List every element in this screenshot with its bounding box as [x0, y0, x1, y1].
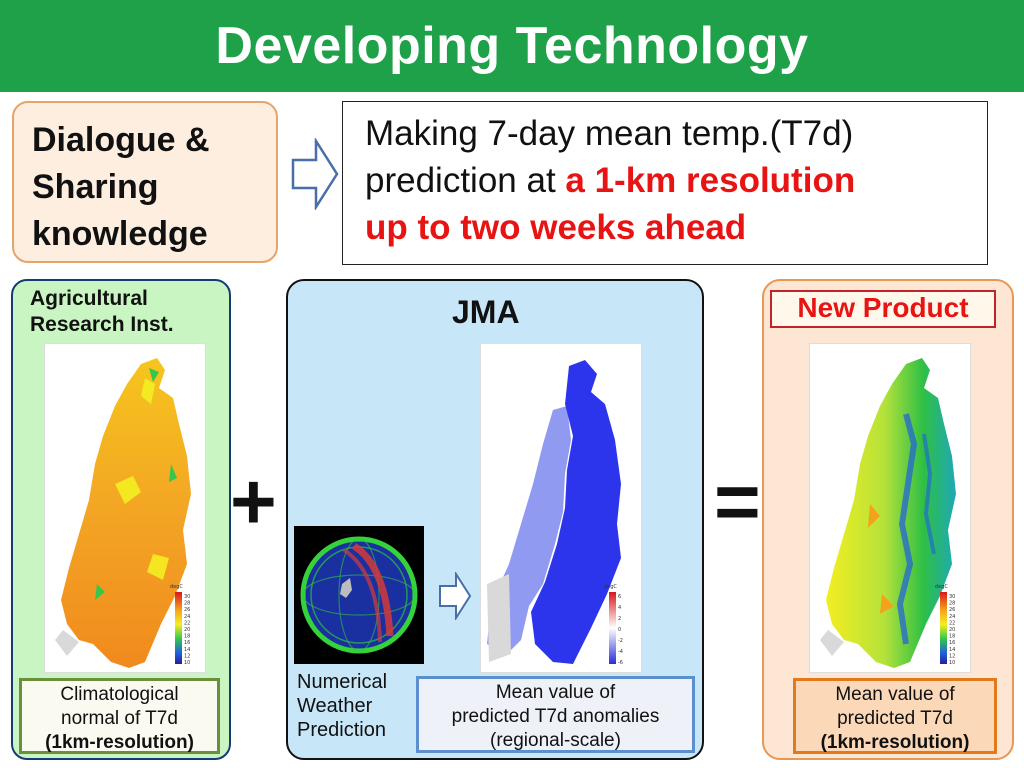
climatology-caption: Climatological normal of T7d (1km-resolu…: [19, 678, 220, 754]
colorbar-tick-label: -2: [618, 638, 623, 644]
new-product-badge: New Product: [770, 290, 996, 328]
caption-line-1: Mean value of: [495, 682, 616, 703]
colorbar-tick-label: 12: [949, 653, 955, 659]
new-product-map: degC 30 28 26 24 22 20 18 16 14 12 10: [809, 343, 971, 673]
colorbar-tick-label: 18: [184, 634, 190, 640]
dialogue-line-3: knowledge: [32, 215, 208, 253]
goal-line-2: prediction at a 1-km resolution: [365, 157, 965, 204]
colorbar-tick-label: 30: [949, 594, 955, 600]
anomaly-map: degC 6 4 2 0 -2 -4 -6: [480, 343, 642, 673]
colorbar-tick-label: 22: [184, 620, 190, 626]
nwp-line-1: Numerical: [297, 671, 388, 693]
dialogue-box: Dialogue & Sharing knowledge: [12, 101, 278, 263]
caption-line-2: normal of T7d: [61, 708, 178, 729]
colorbar-tick-label: 10: [184, 660, 190, 666]
jma-title: JMA: [452, 294, 520, 330]
colorbar-tick-label: 12: [184, 653, 190, 659]
colorbar-tick-label: 24: [184, 614, 190, 620]
caption-line-3: (1km-resolution): [820, 732, 970, 753]
agricultural-label-line-2: Research Inst.: [30, 313, 174, 336]
colorbar-tick-label: 4: [618, 605, 621, 611]
dialogue-line-1: Dialogue &: [32, 121, 210, 159]
colorbar-tick-label: 24: [949, 614, 955, 620]
colorbar-tick-label: 16: [184, 640, 190, 646]
nwp-caption: Numerical Weather Prediction: [297, 670, 387, 742]
plus-operator: +: [230, 457, 277, 546]
colorbar-unit: degC: [170, 584, 183, 590]
colorbar-tick-label: 10: [949, 660, 955, 666]
goal-highlight-lead-time: up to two weeks ahead: [365, 208, 747, 247]
colorbar-tick-label: 30: [184, 594, 190, 600]
caption-line-1: Climatological: [60, 684, 179, 705]
nwp-line-3: Prediction: [297, 719, 386, 741]
title-bar: Developing Technology: [0, 0, 1024, 92]
nwp-globe-image: [294, 526, 424, 664]
goal-line-3: up to two weeks ahead: [365, 204, 965, 251]
colorbar-tick-label: 2: [618, 616, 621, 622]
colorbar-unit: degC: [604, 584, 617, 590]
colorbar-tick-label: 6: [618, 594, 621, 600]
agricultural-label: Agricultural Research Inst.: [30, 286, 174, 338]
equals-operator: =: [714, 457, 761, 546]
goal-box: Making 7-day mean temp.(T7d) prediction …: [342, 101, 988, 265]
caption-line-2: predicted T7d: [837, 708, 953, 729]
new-product-caption: Mean value of predicted T7d (1km-resolut…: [793, 678, 997, 754]
right-arrow-icon: [291, 138, 339, 210]
colorbar-tick-label: 16: [949, 640, 955, 646]
caption-line-3: (1km-resolution): [45, 732, 194, 753]
anomaly-caption: Mean value of predicted T7d anomalies (r…: [416, 676, 695, 753]
caption-line-3: (regional-scale): [490, 730, 621, 751]
tohoku-region-shape: [826, 358, 956, 668]
colorbar-tick-label: 14: [949, 647, 955, 653]
nwp-line-2: Weather: [297, 695, 373, 717]
tohoku-east-region: [531, 360, 621, 664]
goal-highlight-resolution: a 1-km resolution: [565, 161, 856, 200]
colorbar-tick-label: 20: [949, 627, 955, 633]
goal-line-1: Making 7-day mean temp.(T7d): [365, 114, 854, 153]
colorbar-tick-label: 22: [949, 620, 955, 626]
page-title: Developing Technology: [215, 17, 809, 75]
colorbar-unit: degC: [935, 584, 948, 590]
caption-line-1: Mean value of: [835, 684, 955, 705]
goal-prefix: prediction at: [365, 161, 566, 200]
colorbar-tick-label: 28: [184, 601, 190, 607]
colorbar-tick-label: 14: [184, 647, 190, 653]
colorbar-tick-label: 28: [949, 601, 955, 607]
tohoku-region-shape: [61, 358, 191, 668]
colorbar-tick-label: 0: [618, 627, 621, 633]
colorbar-tick-label: 20: [184, 627, 190, 633]
right-arrow-icon: [439, 572, 472, 620]
colorbar-tick-label: 18: [949, 634, 955, 640]
colorbar-tick-label: -6: [618, 660, 623, 666]
agricultural-label-line-1: Agricultural: [30, 287, 148, 310]
dialogue-line-2: Sharing: [32, 168, 159, 206]
colorbar-tick-label: -4: [618, 649, 623, 655]
colorbar-tick-label: 26: [184, 607, 190, 613]
caption-line-2: predicted T7d anomalies: [451, 706, 660, 727]
colorbar-tick-label: 26: [949, 607, 955, 613]
climatology-map: degC 30 28 26 24 22 20 18 16 14 12 10: [44, 343, 206, 673]
